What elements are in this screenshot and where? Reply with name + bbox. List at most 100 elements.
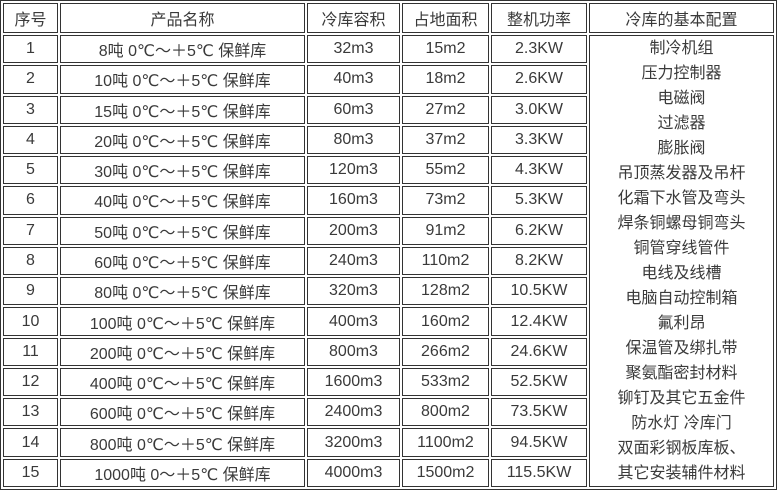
cell-area: 1100m2 [402,428,489,457]
cell-area: 91m2 [402,216,489,245]
cell-area: 73m2 [402,186,489,215]
cell-no: 8 [3,246,58,276]
header-cell-power: 整机功率 [491,3,587,33]
table-row: 13 600吨 0℃～＋5℃ 保鲜库 2400m3 800m2 73.5KW [3,398,774,427]
cell-volume: 60m3 [307,95,400,124]
cell-area: 800m2 [402,398,489,427]
cell-no: 5 [3,156,58,185]
cell-power: 6.2KW [491,216,587,245]
config-item: 化霜下水管及弯头 [617,189,746,207]
cell-no: 2 [3,65,58,94]
config-item: 双面彩钢板库板、 [617,439,746,457]
cell-product-name: 400吨 0℃～＋5℃ 保鲜库 [60,367,305,397]
cell-power: 52.5KW [491,367,587,397]
cell-area: 110m2 [402,246,489,276]
cell-product-name: 8吨 0℃～＋5℃ 保鲜库 [60,35,305,64]
cell-no: 7 [3,216,58,245]
cell-volume: 800m3 [307,337,400,366]
cell-volume: 1600m3 [307,367,400,397]
cell-area: 15m2 [402,35,489,64]
cell-volume: 40m3 [307,65,400,94]
cell-no: 4 [3,125,58,155]
cell-product-name: 10吨 0℃～＋5℃ 保鲜库 [60,65,305,94]
cell-volume: 120m3 [307,156,400,185]
table-row: 5 30吨 0℃～＋5℃ 保鲜库 120m3 55m2 4.3KW [3,156,774,185]
cell-power: 2.6KW [491,65,587,94]
cell-no: 14 [3,428,58,457]
config-list: 制冷机组 压力控制器 电磁阀 过滤器 膨胀阀 吊顶蒸发器及吊杆 化霜下水管及弯头 焊条铜螺母铜… [592,36,771,486]
header-row: 序号 产品名称 冷库容积 占地面积 整机功率 冷库的基本配置 [3,3,774,33]
table-body: 1 8吨 0℃～＋5℃ 保鲜库 32m3 15m2 2.3KW 制冷机组 压力控制器 电磁阀过… [3,35,774,487]
cell-product-name: 50吨 0℃～＋5℃ 保鲜库 [60,216,305,245]
config-item: 电线及线槽 [641,264,722,282]
table-row: 12 400吨 0℃～＋5℃ 保鲜库 1600m3 533m2 52.5KW [3,367,774,397]
cell-area: 18m2 [402,65,489,94]
cell-no: 1 [3,35,58,64]
cell-volume: 400m3 [307,307,400,336]
cell-volume: 200m3 [307,216,400,245]
config-item: 铆钉及其它五金件 [617,389,746,407]
config-item: 焊条铜螺母铜弯头 [617,214,746,232]
cell-power: 94.5KW [491,428,587,457]
cell-area: 37m2 [402,125,489,155]
cell-no: 11 [3,337,58,366]
header-cell-product-name: 产品名称 [60,3,305,33]
cell-product-name: 100吨 0℃～＋5℃ 保鲜库 [60,307,305,336]
config-item: 铜管穿线管件 [633,239,730,257]
header-cell-area: 占地面积 [402,3,489,33]
cell-product-name: 60吨 0℃～＋5℃ 保鲜库 [60,246,305,276]
config-cell: 制冷机组 压力控制器 电磁阀 过滤器 膨胀阀 吊顶蒸发器及吊杆 化霜下水管及弯头 焊条铜螺母铜… [589,35,774,487]
cell-volume: 320m3 [307,277,400,306]
cell-product-name: 30吨 0℃～＋5℃ 保鲜库 [60,156,305,185]
table-row: 6 40吨 0℃～＋5℃ 保鲜库 160m3 73m2 5.3KW [3,186,774,215]
cell-power: 3.3KW [491,125,587,155]
cell-product-name: 1000吨 0～＋5℃ 保鲜库 [60,458,305,487]
cell-area: 1500m2 [402,458,489,487]
config-item: 氟利昂 [657,314,706,332]
cell-power: 10.5KW [491,277,587,306]
cell-power: 5.3KW [491,186,587,215]
table-row: 11 200吨 0℃～＋5℃ 保鲜库 800m3 266m2 24.6KW [3,337,774,366]
cell-power: 8.2KW [491,246,587,276]
config-item: 防水灯 冷库门 [631,414,732,432]
table-row: 14 800吨 0℃～＋5℃ 保鲜库 3200m3 1100m2 94.5KW [3,428,774,457]
table-row: 15 1000吨 0～＋5℃ 保鲜库 4000m3 1500m2 115.5KW [3,458,774,487]
header-cell-config: 冷库的基本配置 [589,3,774,33]
cell-volume: 80m3 [307,125,400,155]
cell-power: 115.5KW [491,458,587,487]
cell-power: 73.5KW [491,398,587,427]
table-row: 7 50吨 0℃～＋5℃ 保鲜库 200m3 91m2 6.2KW [3,216,774,245]
config-item: 过滤器 [657,114,706,132]
config-item: 其它安装辅件材料 [617,464,746,482]
header-cell-no: 序号 [3,3,58,33]
cell-power: 2.3KW [491,35,587,64]
cell-area: 266m2 [402,337,489,366]
cell-area: 55m2 [402,156,489,185]
table-row: 2 10吨 0℃～＋5℃ 保鲜库 40m3 18m2 2.6KW [3,65,774,94]
cell-product-name: 200吨 0℃～＋5℃ 保鲜库 [60,337,305,366]
config-item: 聚氨酯密封材料 [625,364,738,382]
config-item: 膨胀阀 [657,139,706,157]
cell-volume: 240m3 [307,246,400,276]
config-item: 压力控制器 [641,64,722,82]
config-item: 制冷机组 [649,39,714,57]
cell-volume: 160m3 [307,186,400,215]
cell-volume: 3200m3 [307,428,400,457]
cell-no: 6 [3,186,58,215]
cell-no: 12 [3,367,58,397]
cell-power: 3.0KW [491,95,587,124]
cell-area: 128m2 [402,277,489,306]
config-item: 电脑自动控制箱 [625,289,738,307]
table-row: 8 60吨 0℃～＋5℃ 保鲜库 240m3 110m2 8.2KW [3,246,774,276]
cell-no: 15 [3,458,58,487]
cell-no: 10 [3,307,58,336]
table-row: 3 15吨 0℃～＋5℃ 保鲜库 60m3 27m2 3.0KW [3,95,774,124]
table-row: 4 20吨 0℃～＋5℃ 保鲜库 80m3 37m2 3.3KW [3,125,774,155]
table-row: 10 100吨 0℃～＋5℃ 保鲜库 400m3 160m2 12.4KW [3,307,774,336]
table-row: 9 80吨 0℃～＋5℃ 保鲜库 320m3 128m2 10.5KW [3,277,774,306]
config-item: 吊顶蒸发器及吊杆 [617,164,746,182]
cell-volume: 2400m3 [307,398,400,427]
config-item: 保温管及绑扎带 [625,339,738,357]
